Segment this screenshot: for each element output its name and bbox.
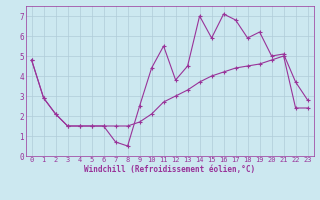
X-axis label: Windchill (Refroidissement éolien,°C): Windchill (Refroidissement éolien,°C): [84, 165, 255, 174]
